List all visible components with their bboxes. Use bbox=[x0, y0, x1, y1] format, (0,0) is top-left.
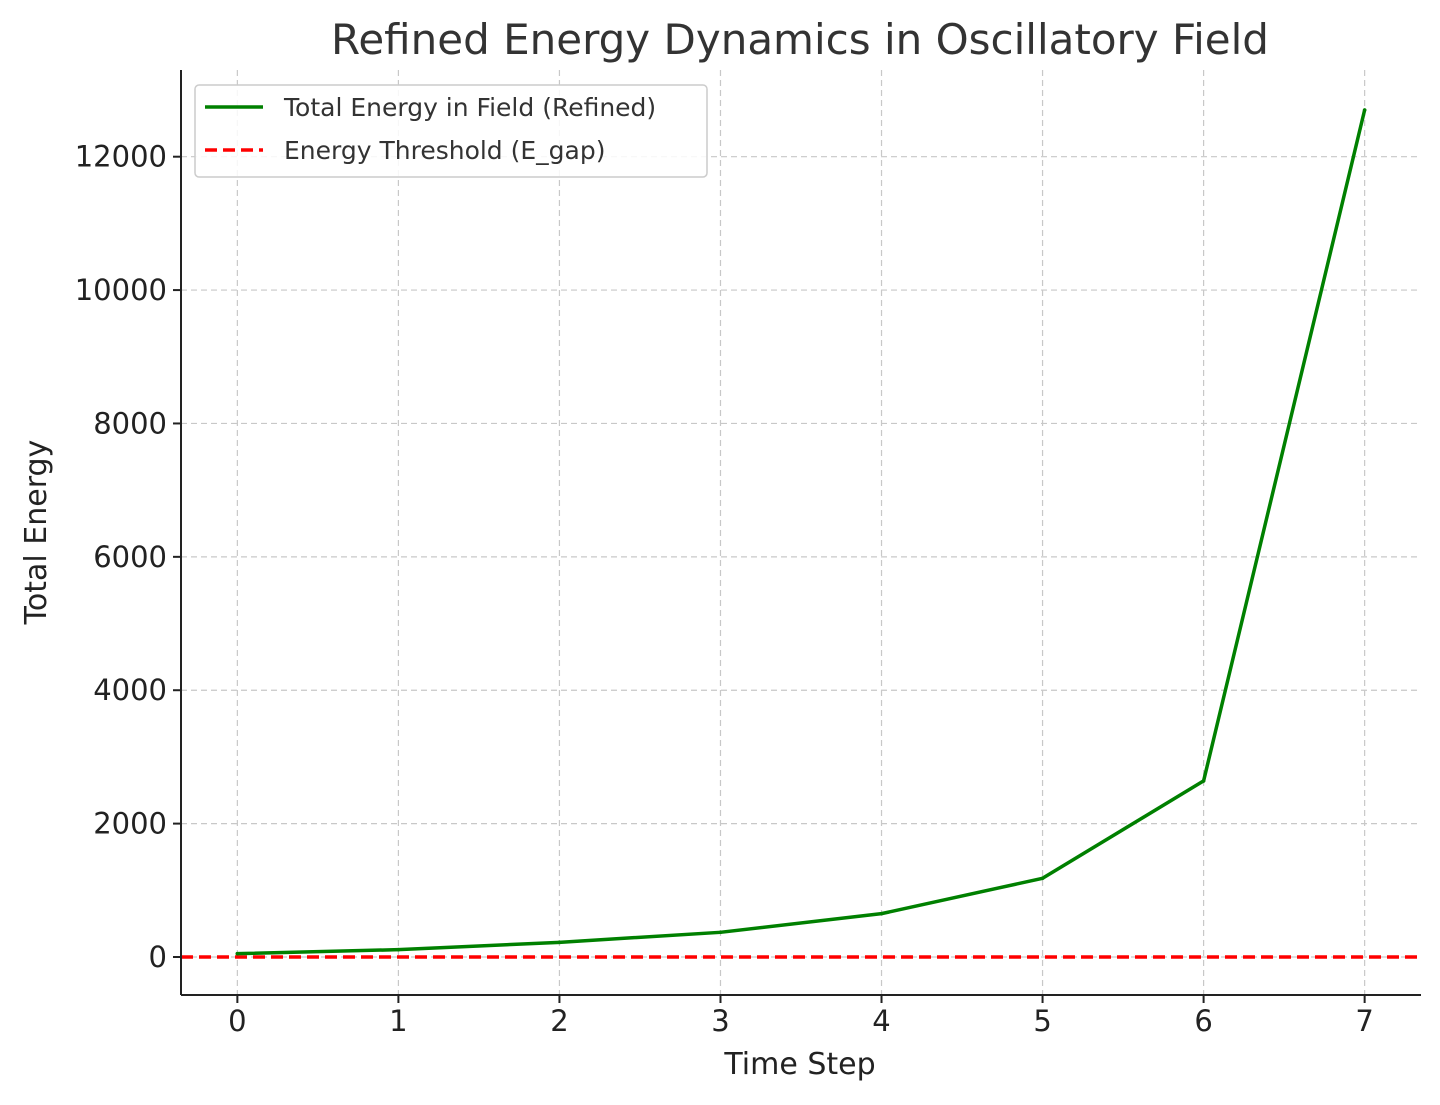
y-tick-label: 0 bbox=[149, 940, 167, 974]
data-series bbox=[181, 108, 1421, 959]
x-tick-label: 0 bbox=[228, 1004, 246, 1038]
legend-box bbox=[194, 84, 708, 178]
y-tick-label: 10000 bbox=[75, 273, 167, 307]
x-tick-label: 7 bbox=[1355, 1004, 1373, 1038]
axis-ticks: 0 1 2 3 4 5 6 7 0 2000 4000 6000 8000 10000 12000 bbox=[75, 140, 1374, 1038]
series-line-total-energy bbox=[235, 108, 1367, 956]
legend: Total Energy in Field (Refined) Energy T… bbox=[194, 84, 708, 178]
data-point bbox=[396, 947, 401, 952]
y-tick-label: 4000 bbox=[93, 673, 167, 707]
data-point bbox=[879, 911, 884, 916]
data-point bbox=[1201, 779, 1206, 783]
y-tick-label: 6000 bbox=[93, 540, 167, 574]
legend-label-energy-threshold: Energy Threshold (E_gap) bbox=[284, 136, 605, 165]
y-tick-label: 2000 bbox=[93, 807, 167, 841]
y-tick-label: 8000 bbox=[93, 406, 167, 440]
x-tick-label: 3 bbox=[711, 1004, 729, 1038]
data-point bbox=[235, 951, 240, 956]
data-point bbox=[718, 930, 723, 935]
x-axis-label: Time Step bbox=[723, 1047, 875, 1082]
x-tick-label: 6 bbox=[1194, 1004, 1212, 1038]
legend-label-total-energy: Total Energy in Field (Refined) bbox=[283, 93, 656, 122]
x-tick-label: 2 bbox=[550, 1004, 568, 1038]
x-tick-label: 1 bbox=[389, 1004, 407, 1038]
chart-title: Refined Energy Dynamics in Oscillatory F… bbox=[331, 15, 1269, 64]
y-tick-label: 12000 bbox=[75, 140, 167, 174]
x-tick-label: 5 bbox=[1033, 1004, 1051, 1038]
data-point bbox=[1040, 876, 1045, 881]
data-point bbox=[1362, 108, 1367, 112]
data-point bbox=[557, 940, 562, 945]
x-tick-label: 4 bbox=[872, 1004, 890, 1038]
y-axis-label: Total Energy bbox=[19, 440, 54, 626]
